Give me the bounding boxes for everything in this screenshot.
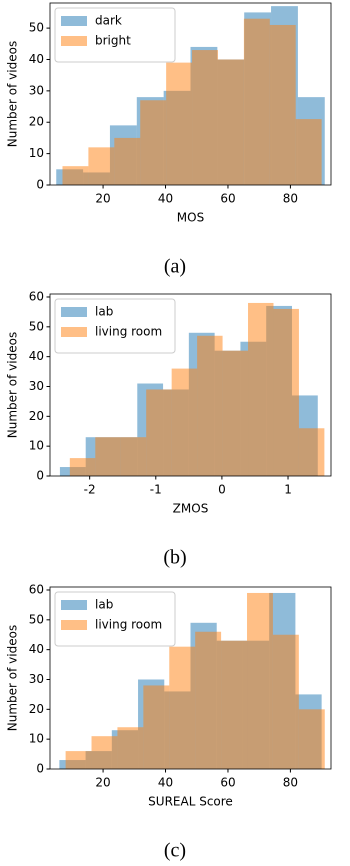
histogram-bar: [272, 634, 299, 769]
histogram-bar: [65, 751, 92, 769]
x-tick-label: 1: [284, 483, 292, 497]
y-tick-label: 10: [29, 439, 44, 453]
y-tick-label: 20: [29, 409, 44, 423]
histogram-bar: [195, 631, 222, 769]
legend-label: lab: [95, 305, 113, 319]
x-tick-label: 40: [158, 192, 173, 206]
x-tick-label: 20: [95, 776, 110, 790]
x-axis-label: SUREAL Score: [148, 795, 233, 809]
histogram-bar: [91, 736, 118, 769]
y-tick-label: 50: [29, 612, 44, 626]
histogram-bar: [166, 62, 193, 185]
histogram-bar: [243, 18, 270, 186]
legend-label: living room: [95, 325, 162, 339]
histogram-bar: [114, 137, 141, 185]
y-tick-label: 10: [29, 732, 44, 746]
histogram-bar: [117, 727, 144, 769]
y-tick-label: 20: [29, 702, 44, 716]
y-axis-label: Number of videos: [6, 41, 20, 147]
histogram-bar: [269, 24, 296, 186]
histogram-bar: [140, 100, 167, 185]
y-axis-label: Number of videos: [6, 625, 20, 731]
caption: (a): [164, 256, 186, 278]
y-tick-label: 10: [29, 146, 44, 160]
y-tick-label: 40: [29, 642, 44, 656]
histogram-bar: [143, 685, 170, 769]
y-tick-label: 50: [29, 319, 44, 333]
histogram-bar: [88, 147, 115, 185]
histogram-bar: [171, 368, 198, 476]
histogram-bar: [169, 646, 196, 769]
y-tick-label: 50: [29, 21, 44, 35]
legend-label: lab: [95, 598, 113, 612]
histogram-bar: [192, 50, 218, 185]
histogram-bar: [69, 458, 96, 476]
legend-label: dark: [95, 14, 122, 28]
y-tick-label: 0: [36, 469, 44, 483]
y-tick-label: 20: [29, 115, 44, 129]
x-tick-label: 40: [158, 776, 173, 790]
x-tick-label: 20: [95, 192, 110, 206]
y-tick-label: 30: [29, 379, 44, 393]
x-tick-label: 0: [218, 483, 226, 497]
legend-label: living room: [95, 618, 162, 632]
histogram-bar: [298, 428, 325, 476]
x-tick-label: -1: [150, 483, 162, 497]
x-tick-label: 60: [220, 192, 235, 206]
legend-swatch: [61, 36, 87, 46]
histogram-bar: [146, 389, 172, 476]
histogram-bar: [273, 308, 299, 476]
histogram-bar: [197, 335, 223, 476]
y-tick-label: 30: [29, 83, 44, 97]
y-tick-label: 30: [29, 672, 44, 686]
caption: (b): [163, 547, 186, 569]
histogram-bar: [95, 437, 121, 476]
histogram-bar: [120, 437, 147, 476]
axes-frame: [49, 293, 332, 477]
x-tick-label: 60: [220, 776, 235, 790]
histogram-bar: [295, 119, 322, 185]
legend-swatch: [61, 327, 87, 337]
histogram-bar: [222, 350, 249, 476]
y-tick-label: 60: [29, 582, 44, 596]
x-axis-label: MOS: [177, 211, 204, 225]
axes-frame: [49, 586, 332, 770]
x-tick-label: 80: [283, 776, 298, 790]
legend-swatch: [61, 620, 87, 630]
y-tick-label: 60: [29, 289, 44, 303]
legend-label: bright: [95, 34, 131, 48]
histogram-bar: [62, 166, 89, 185]
caption: (c): [164, 840, 186, 862]
histogram-bar: [221, 640, 248, 769]
x-tick-label: -2: [84, 483, 96, 497]
y-tick-label: 0: [36, 178, 44, 192]
axes-frame: [49, 2, 332, 186]
histogram-bar: [247, 592, 273, 769]
x-tick-label: 80: [283, 192, 298, 206]
x-axis-label: ZMOS: [173, 502, 209, 516]
legend-swatch: [61, 307, 87, 317]
histogram-bar: [298, 709, 325, 769]
y-axis-label: Number of videos: [6, 332, 20, 438]
y-tick-label: 40: [29, 349, 44, 363]
histogram-bar: [248, 302, 274, 476]
legend-swatch: [61, 600, 87, 610]
histogram-bar: [217, 59, 244, 185]
y-tick-label: 40: [29, 52, 44, 66]
y-tick-label: 0: [36, 762, 44, 776]
legend-swatch: [61, 16, 87, 26]
